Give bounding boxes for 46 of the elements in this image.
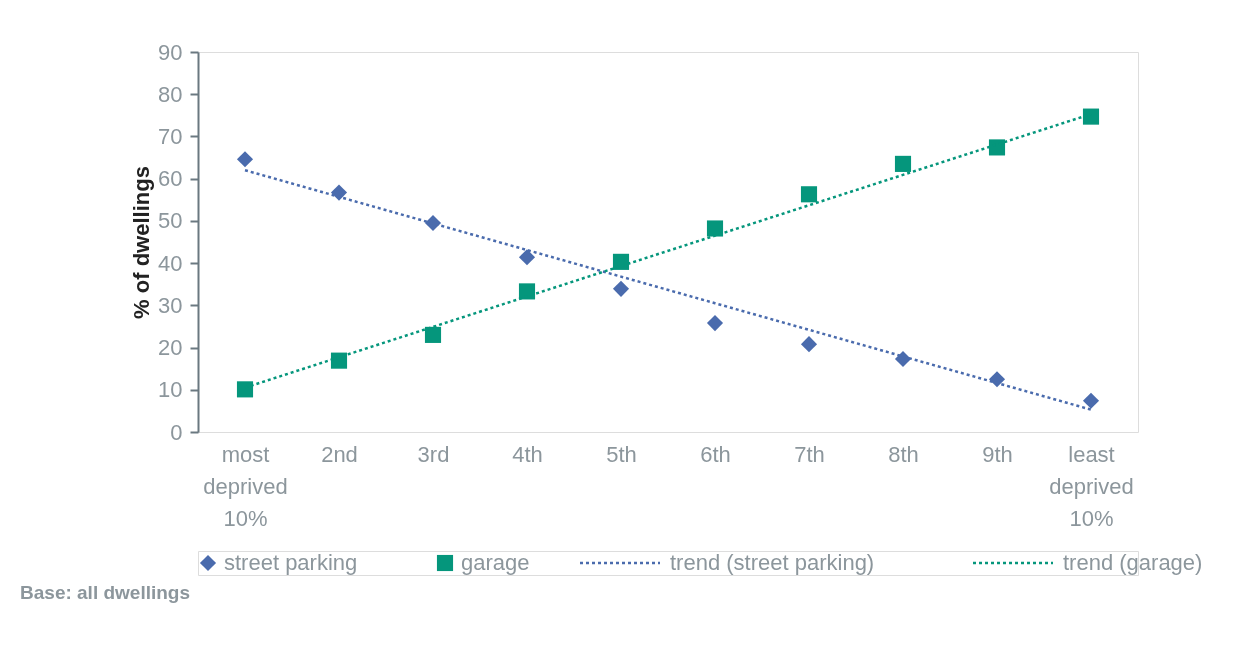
legend-label: garage [461,550,530,575]
x-tick-label: 4th [512,441,543,467]
point [1082,392,1100,409]
y-axis-title: % of dwellings [129,166,155,319]
point [800,186,818,203]
point [518,249,536,266]
point [236,381,254,398]
y-tick-label: 80 [158,81,183,107]
point [518,283,536,300]
point [330,352,348,369]
point [236,151,254,168]
y-tick-label: 20 [158,335,183,361]
x-tick-label: least deprived 10% [1049,441,1134,531]
point [988,371,1006,388]
point [800,336,818,353]
y-tick-label: 70 [158,123,183,149]
point [706,315,724,332]
x-tick-label: 3rd [417,441,450,467]
y-tick-label: 40 [158,250,183,276]
point [988,139,1006,156]
legend-label: trend (garage) [1063,550,1203,575]
y-tick-label: 60 [158,166,183,192]
x-tick-label: 7th [794,441,825,467]
x-tick-label: most deprived 10% [203,441,288,531]
point [1082,108,1100,125]
x-tick-label: 5th [606,441,637,467]
point [706,220,724,237]
x-tick-label: 9th [982,441,1013,467]
point [612,253,630,270]
y-tick-label: 30 [158,292,183,318]
point [424,214,442,232]
y-tick-label: 90 [158,39,183,65]
y-tick-label: 0 [170,419,183,445]
y-tick-label: 50 [158,208,183,234]
point [894,155,912,172]
x-tick-label: 6th [700,441,731,467]
text: Base: all dwellings [20,581,191,603]
point [424,326,442,343]
x-tick-label: 8th [888,441,919,467]
legend-label: trend (street parking) [670,550,875,575]
legend-label: street parking [224,550,358,575]
point [612,280,630,297]
point [330,184,348,201]
y-tick-label: 10 [158,377,183,403]
point [894,350,912,368]
x-tick-label: 2nd [321,441,358,467]
